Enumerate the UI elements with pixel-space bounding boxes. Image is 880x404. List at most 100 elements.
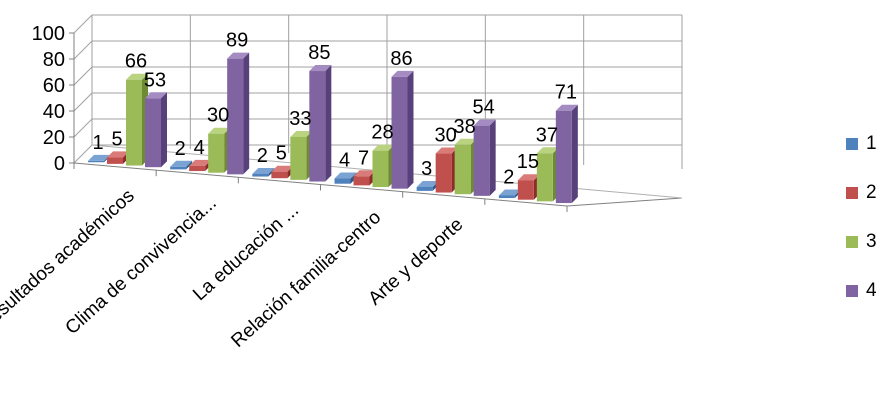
bar-top — [334, 172, 357, 179]
bar-top — [88, 154, 110, 161]
bar-2-6 — [517, 174, 540, 200]
bar-front — [145, 98, 161, 168]
gridline-side — [73, 66, 93, 86]
bar-side — [243, 52, 250, 175]
bar-front — [88, 160, 104, 163]
bar-front — [208, 133, 225, 173]
gridline-side — [73, 40, 93, 60]
bar-3-3 — [290, 130, 313, 180]
bar-front — [517, 180, 534, 200]
gridline-side — [73, 118, 93, 138]
bar-top — [271, 165, 294, 172]
data-label: 4 — [339, 150, 350, 172]
bar-front — [435, 153, 452, 193]
floor-right-edge — [566, 197, 683, 207]
bar-top — [517, 174, 540, 181]
bar-4-4 — [391, 70, 414, 189]
bar-front — [536, 153, 553, 202]
gridlines — [73, 14, 683, 169]
data-label: 66 — [125, 51, 147, 73]
bars — [88, 52, 578, 204]
data-label: 4 — [194, 137, 205, 159]
data-label: 33 — [289, 108, 311, 130]
bar-front — [107, 157, 123, 164]
y-tick-label: 0 — [54, 153, 65, 175]
bar-2-1 — [107, 151, 129, 164]
bar-3-5 — [454, 138, 477, 195]
bar-top — [536, 147, 559, 154]
data-label: 15 — [517, 151, 539, 173]
y-tick-label: 100 — [32, 23, 65, 45]
data-label: 5 — [111, 128, 122, 150]
data-label: 3 — [421, 158, 432, 180]
bar-top — [126, 73, 148, 80]
legend-swatch-2 — [846, 187, 858, 199]
gridline-side — [73, 144, 93, 164]
bar-side — [571, 104, 578, 204]
bar-top — [227, 52, 250, 59]
bar-top — [290, 130, 313, 137]
bar-top — [473, 119, 496, 126]
bar-front — [391, 76, 408, 189]
y-tick-label: 20 — [43, 127, 65, 149]
bar-4-3 — [309, 65, 332, 182]
category-label-clima-de-convivencia: Clima de convivencia... — [62, 193, 221, 339]
bar-front — [271, 171, 288, 179]
bar-front — [498, 195, 515, 199]
bar-front — [227, 58, 244, 175]
y-axis: 0 20 40 60 80 100 — [32, 23, 75, 175]
bar-side — [186, 160, 193, 170]
data-label: 28 — [371, 122, 393, 144]
bar-top — [353, 170, 376, 177]
bar-top — [555, 104, 578, 111]
legend-swatch-1 — [846, 138, 858, 150]
bar-side — [407, 70, 414, 189]
data-label: 54 — [473, 97, 495, 119]
data-label: 5 — [276, 143, 287, 165]
bar-front — [454, 144, 471, 195]
bar-3-6 — [536, 147, 559, 202]
legend-label-3: 3 — [866, 231, 877, 252]
bar-side — [489, 119, 496, 196]
data-label: 2 — [175, 138, 186, 160]
bar-3-2 — [208, 127, 231, 173]
bar-front — [170, 166, 187, 170]
category-label-resultados-academicos: Resultados académicos — [0, 185, 139, 336]
category-label-relacion-familia-centro: Relación familia-centro — [227, 207, 385, 352]
bar-3-4 — [372, 144, 395, 188]
data-label: 86 — [390, 48, 412, 70]
bar-1-3 — [252, 167, 275, 177]
bar-side — [325, 65, 332, 182]
category-label-arte-y-deporte: Arte y deporte — [365, 214, 468, 309]
bar-front — [189, 165, 206, 172]
bar-top — [416, 180, 439, 187]
bar-4-5 — [473, 119, 496, 196]
bar-top — [391, 70, 414, 77]
data-label: 85 — [308, 42, 330, 64]
legend-label-4: 4 — [866, 280, 877, 301]
legend-swatch-3 — [846, 236, 858, 248]
bar-front — [334, 178, 351, 184]
bar-top — [498, 189, 521, 196]
y-tick-label: 80 — [43, 49, 65, 71]
bar-top — [107, 151, 129, 158]
bar-front — [416, 186, 433, 191]
y-tick-label: 60 — [43, 75, 65, 97]
bar-top — [189, 159, 212, 166]
data-label: 30 — [435, 125, 457, 147]
data-label: 2 — [503, 166, 514, 188]
bar-front — [252, 173, 269, 177]
bar-side — [161, 92, 167, 168]
data-label: 89 — [226, 30, 248, 52]
bar-top — [252, 167, 275, 174]
legend-label-1: 1 — [866, 133, 877, 154]
data-label: 37 — [536, 124, 558, 146]
data-label: 7 — [358, 147, 369, 169]
legend-label-2: 2 — [866, 182, 877, 203]
gridline-side — [73, 92, 93, 112]
data-label: 1 — [92, 132, 103, 154]
bar-4-6 — [555, 104, 578, 204]
data-label: 30 — [207, 105, 229, 127]
